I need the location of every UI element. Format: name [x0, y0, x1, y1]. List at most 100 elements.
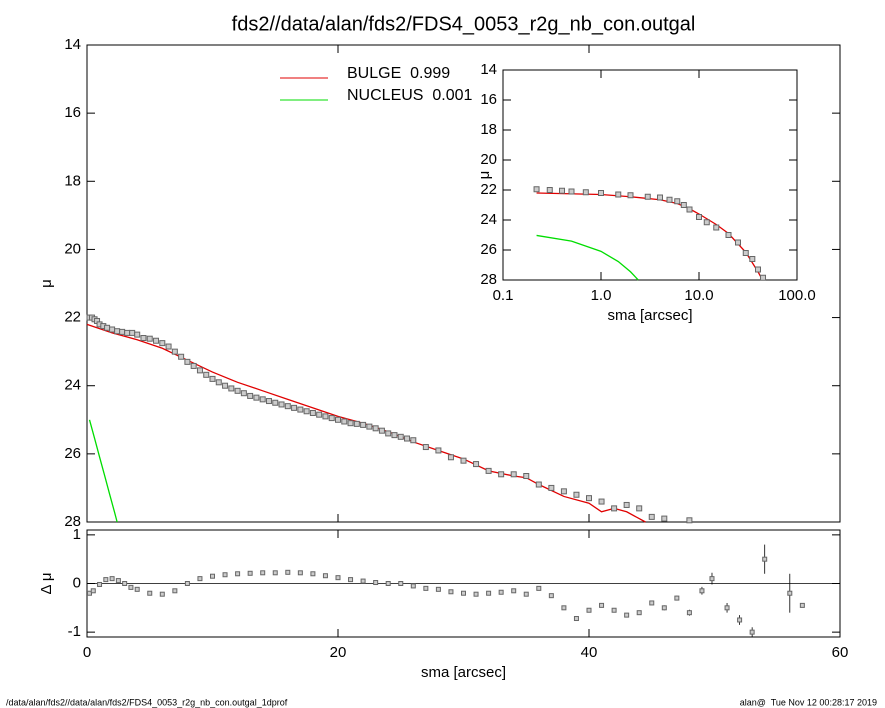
y-tick-label: 24: [64, 377, 81, 394]
data-point: [448, 589, 454, 595]
data-point: [146, 335, 153, 342]
data-point: [272, 399, 279, 406]
y-tick-label: 22: [480, 181, 497, 198]
data-point: [703, 219, 710, 226]
data-point: [159, 591, 165, 597]
x-axis-label: sma [arcsec]: [421, 664, 506, 681]
data-point: [190, 362, 197, 369]
data-point: [674, 198, 681, 205]
data-point: [523, 591, 529, 597]
series-line: [88, 419, 118, 523]
y-tick-label: -1: [68, 623, 81, 640]
data-point: [561, 605, 567, 611]
data-point: [360, 421, 367, 428]
data-point: [598, 190, 604, 196]
data-point: [611, 505, 618, 512]
data-point: [353, 420, 360, 427]
data-point: [435, 586, 441, 592]
data-point: [172, 588, 178, 594]
data-point: [624, 612, 630, 618]
data-point: [129, 329, 136, 336]
y-axis-label: μ: [476, 171, 493, 180]
data-point: [523, 473, 530, 480]
data-point: [114, 328, 121, 335]
data-point: [485, 467, 492, 474]
x-tick-label: 100.0: [778, 287, 816, 304]
data-point: [104, 324, 111, 331]
data-point: [548, 593, 554, 599]
data-point: [762, 556, 768, 562]
data-point: [259, 396, 266, 403]
data-point: [404, 435, 411, 442]
data-point: [341, 418, 348, 425]
data-point: [573, 491, 580, 498]
data-point: [215, 379, 222, 386]
x-tick-label: 40: [581, 644, 598, 661]
data-point: [378, 427, 385, 434]
data-point: [749, 256, 756, 262]
data-point: [184, 581, 190, 586]
data-point: [240, 390, 247, 397]
data-point: [159, 340, 166, 347]
x-tick-label: 20: [330, 644, 347, 661]
data-point: [461, 590, 466, 596]
data-point: [97, 581, 103, 587]
data-point: [644, 193, 651, 200]
data-point: [115, 578, 121, 584]
data-point: [109, 326, 116, 333]
data-point: [235, 571, 241, 577]
data-point: [171, 348, 178, 355]
data-point: [184, 358, 191, 365]
data-point: [360, 578, 366, 584]
data-point: [473, 591, 479, 597]
data-point: [109, 576, 115, 582]
data-point: [686, 517, 693, 524]
x-tick-label: 0: [83, 644, 91, 661]
data-point: [742, 250, 749, 256]
footer-left: /data/alan/fds2//data/alan/fds2/FDS4_005…: [6, 697, 288, 707]
data-point: [410, 437, 417, 444]
data-point: [749, 629, 755, 635]
data-point: [285, 569, 291, 575]
series-line: [536, 234, 639, 281]
x-tick-label: 0.1: [493, 287, 514, 304]
y-tick-label: 1: [73, 526, 81, 543]
data-point: [284, 403, 291, 410]
data-point: [165, 343, 172, 350]
data-point: [316, 411, 323, 418]
data-point: [623, 501, 630, 508]
data-point: [247, 570, 253, 576]
data-point: [799, 602, 805, 608]
y-tick-label: 26: [64, 445, 81, 462]
data-point: [661, 515, 668, 522]
data-point: [147, 590, 153, 596]
data-point: [661, 605, 667, 611]
data-point: [709, 576, 715, 582]
data-point: [222, 382, 229, 389]
x-tick-label: 60: [832, 644, 849, 661]
data-point: [234, 387, 241, 394]
x-tick-label: 10.0: [684, 287, 713, 304]
data-point: [398, 581, 404, 586]
data-point: [473, 461, 480, 468]
y-tick-label: 28: [64, 513, 81, 530]
y-tick-label: 16: [480, 91, 497, 108]
data-point: [560, 488, 567, 495]
data-point: [511, 588, 517, 594]
data-point: [536, 585, 542, 591]
x-tick-label: 1.0: [591, 287, 612, 304]
data-point: [724, 605, 730, 611]
data-point: [119, 328, 126, 335]
data-point: [586, 607, 592, 613]
data-point: [599, 602, 605, 608]
data-point: [486, 590, 492, 596]
y-tick-label: 26: [480, 241, 497, 258]
data-point: [385, 430, 392, 437]
data-point: [90, 588, 96, 594]
data-point: [134, 586, 140, 592]
x-axis-label: sma [arcsec]: [607, 307, 692, 324]
data-point: [103, 577, 109, 583]
data-point: [122, 581, 128, 586]
data-point: [568, 188, 575, 195]
data-point: [210, 573, 215, 579]
